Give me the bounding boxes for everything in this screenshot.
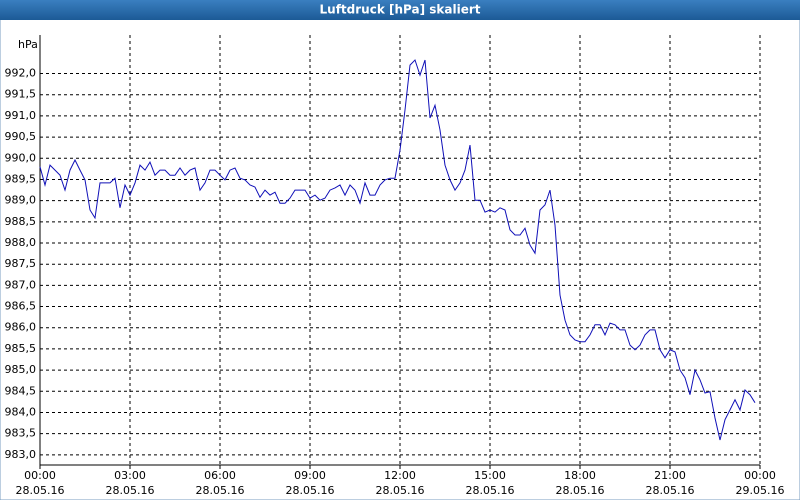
y-tick-label: 991,5 [5, 88, 37, 101]
x-tick-date: 28.05.16 [556, 484, 605, 497]
data-line [39, 59, 756, 441]
x-tick-date: 28.05.16 [106, 484, 155, 497]
y-tick-label: 984,5 [5, 384, 37, 397]
y-tick-label: 986,5 [5, 300, 37, 313]
y-tick-label: 988,0 [5, 236, 37, 249]
x-tick-label: 00:00 [24, 469, 56, 482]
y-tick-label: 985,0 [5, 363, 37, 376]
x-tick-date: 28.05.16 [16, 484, 65, 497]
x-tick-label: 06:00 [204, 469, 236, 482]
x-tick-label: 18:00 [564, 469, 596, 482]
y-tick-label: 988,5 [5, 215, 37, 228]
y-tick-label: 990,5 [5, 130, 37, 143]
x-tick-label: 15:00 [474, 469, 506, 482]
x-tick-date: 28.05.16 [646, 484, 695, 497]
y-tick-label: 987,5 [5, 257, 37, 270]
y-tick-label: 989,0 [5, 194, 37, 207]
y-tick-label: 989,5 [5, 172, 37, 185]
x-tick-date: 29.05.16 [736, 484, 785, 497]
x-tick-date: 28.05.16 [376, 484, 425, 497]
x-tick-label: 21:00 [654, 469, 686, 482]
x-tick-date: 28.05.16 [286, 484, 335, 497]
x-tick-label: 03:00 [114, 469, 146, 482]
y-tick-label: 990,0 [5, 151, 37, 164]
y-tick-label: 983,0 [5, 448, 37, 461]
y-tick-label: 983,5 [5, 427, 37, 440]
title-bar [0, 0, 800, 20]
y-axis-label: hPa [18, 38, 38, 51]
x-tick-date: 28.05.16 [466, 484, 515, 497]
y-tick-label: 991,0 [5, 109, 37, 122]
x-tick-label: 00:00 [744, 469, 776, 482]
y-tick-label: 987,0 [5, 278, 37, 291]
y-tick-label: 984,0 [5, 405, 37, 418]
y-tick-label: 986,0 [5, 321, 37, 334]
x-tick-label: 12:00 [384, 469, 416, 482]
x-tick-label: 09:00 [294, 469, 326, 482]
y-tick-label: 985,5 [5, 342, 37, 355]
x-tick-date: 28.05.16 [196, 484, 245, 497]
y-tick-label: 992,0 [5, 67, 37, 80]
chart-title: Luftdruck [hPa] skaliert [320, 3, 481, 17]
